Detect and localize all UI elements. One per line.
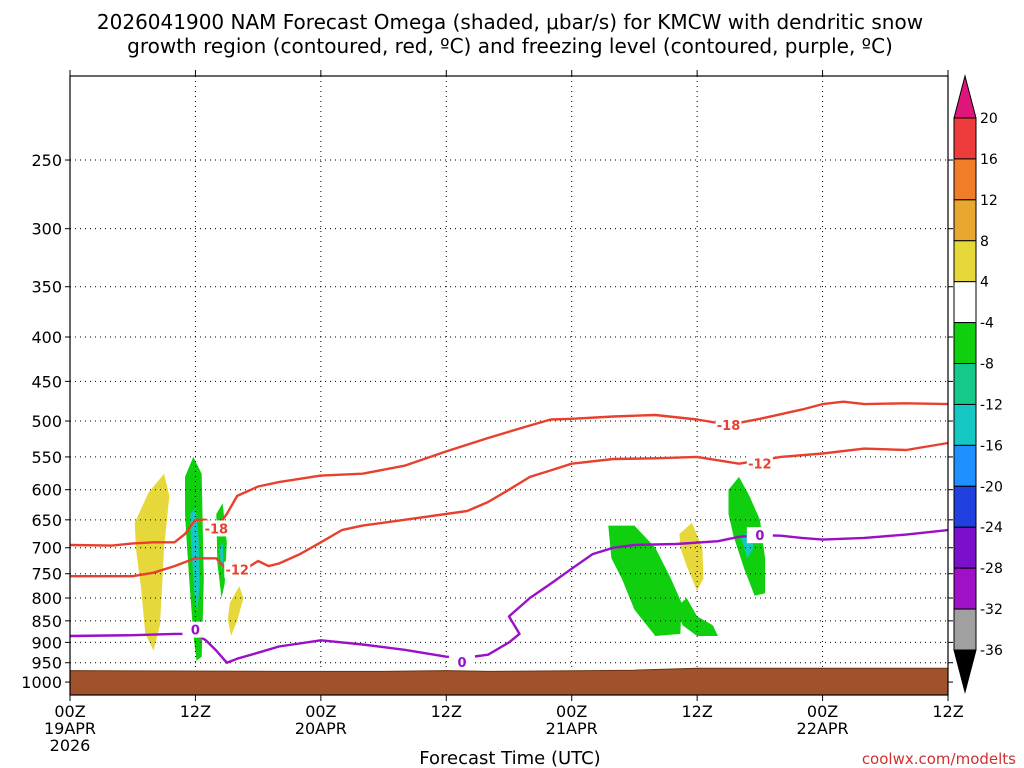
omega-region-5 — [227, 586, 244, 636]
y-tick-label-0: 250 — [31, 151, 62, 170]
y-tick-label-11: 800 — [31, 589, 62, 608]
omega-region-8 — [679, 522, 704, 591]
colorbar-label-13: -36 — [980, 643, 1003, 659]
x-tick-label-0-1: 00Z — [54, 702, 85, 721]
colorbar-label-1: 16 — [980, 152, 998, 168]
omega-region-6 — [608, 525, 682, 636]
y-tick-label-8: 650 — [31, 511, 62, 530]
contour-label-0-0: -18 — [205, 522, 229, 537]
contour-label-bg-2-2 — [746, 527, 773, 544]
x-tick-label-0-2: 19APR — [44, 719, 96, 738]
contour-label-2-1: 0 — [457, 656, 466, 671]
plot-area: -18 -18 -12 -12 0 0 0 250 300 350 400 450 500 550 600 6… — [21, 70, 964, 755]
chart-title-line-1: 2026041900 NAM Forecast Omega (shaded, μ… — [97, 10, 923, 34]
x-tick-label-6-2: 22APR — [797, 719, 849, 738]
y-tick-label-6: 550 — [31, 448, 62, 467]
credit-text: coolwx.com/modelts — [862, 750, 1016, 768]
colorbar-bin-6 — [953, 363, 977, 405]
contour-label-bg-1-0 — [224, 561, 251, 578]
x-axis-title: Forecast Time (UTC) — [419, 748, 600, 768]
colorbar-label-11: -28 — [980, 561, 1003, 577]
y-tick-label-7: 600 — [31, 481, 62, 500]
colorbar-bin-12 — [953, 608, 977, 651]
x-tick-label-6-1: 00Z — [807, 702, 838, 721]
y-tick-label-3: 400 — [31, 328, 62, 347]
colorbar-label-2: 12 — [980, 193, 998, 209]
colorbar-bottom-arrow — [953, 649, 977, 694]
contour-label-0-1: -18 — [717, 419, 741, 434]
contour-line-1 — [70, 441, 949, 578]
colorbar-bin-11 — [953, 567, 977, 610]
y-tick-label-5: 500 — [31, 412, 62, 431]
y-tick-label-2: 350 — [31, 278, 62, 297]
x-tick-label-4-1: 00Z — [556, 702, 587, 721]
y-tick-label-13: 900 — [31, 633, 62, 652]
colorbar-label-9: -20 — [980, 479, 1003, 495]
colorbar-bin-9 — [953, 485, 977, 528]
colorbar-bin-4 — [953, 281, 977, 324]
contour-label-bg-1-1 — [746, 455, 773, 472]
colorbar-bin-10 — [953, 526, 977, 569]
y-tick-label-9: 700 — [31, 539, 62, 558]
contour-line-0 — [69, 400, 949, 547]
colorbar-bin-0 — [953, 117, 977, 160]
contour-label-bg-0-1 — [715, 416, 742, 433]
y-tick-label-1: 300 — [31, 220, 62, 239]
colorbar-bin-3 — [953, 240, 977, 283]
omega-region-0 — [134, 473, 170, 651]
colorbar: 20 16 12 8 4 -4 -8 -12 -16 -20 -24 -28 -32 -36 — [953, 74, 1003, 694]
contour-label-1-0: -12 — [225, 564, 249, 579]
colorbar-label-8: -16 — [980, 438, 1003, 454]
y-tick-label-4: 450 — [31, 372, 62, 391]
y-tick-label-15: 1000 — [21, 673, 62, 692]
colorbar-label-6: -8 — [980, 357, 994, 373]
x-tick-label-1-1: 12Z — [180, 702, 211, 721]
colorbar-label-4: 4 — [980, 275, 989, 291]
x-tick-label-4-2: 21APR — [546, 719, 598, 738]
omega-region-2 — [190, 508, 200, 612]
colorbar-label-3: 8 — [980, 234, 989, 250]
contour-label-1-1: -12 — [748, 458, 772, 473]
contour-label-bg-2-1 — [448, 653, 475, 670]
colorbar-bin-8 — [953, 444, 977, 487]
x-tick-label-5-1: 12Z — [681, 702, 712, 721]
chart-title-line-2: growth region (contoured, red, ºC) and f… — [127, 34, 893, 58]
colorbar-label-10: -24 — [980, 520, 1003, 536]
colorbar-bin-7 — [953, 403, 977, 446]
colorbar-label-7: -12 — [980, 397, 1003, 413]
ground-terrain — [69, 667, 949, 696]
y-tick-label-12: 850 — [31, 612, 62, 631]
colorbar-bin-2 — [953, 199, 977, 242]
colorbar-top-arrow — [953, 74, 977, 119]
x-tick-label-3-1: 12Z — [431, 702, 462, 721]
contour-label-2-2: 0 — [755, 529, 764, 544]
x-tick-label-0-3: 2026 — [50, 736, 91, 755]
contour-label-2-0: 0 — [191, 624, 200, 639]
x-tick-label-2-2: 20APR — [295, 719, 347, 738]
x-tick-label-7-1: 12Z — [932, 702, 963, 721]
x-tick-label-2-1: 00Z — [305, 702, 336, 721]
plot-frame — [69, 75, 949, 696]
colorbar-label-0: 20 — [980, 111, 998, 127]
contour-label-bg-2-0 — [182, 621, 209, 638]
contour-label-bg-0-0 — [203, 520, 230, 537]
colorbar-label-12: -32 — [980, 602, 1003, 618]
colorbar-bin-5 — [953, 322, 977, 365]
colorbar-bin-1 — [953, 158, 977, 201]
y-tick-label-10: 750 — [31, 565, 62, 584]
y-tick-label-14: 950 — [31, 654, 62, 673]
colorbar-label-5: -4 — [980, 316, 994, 332]
